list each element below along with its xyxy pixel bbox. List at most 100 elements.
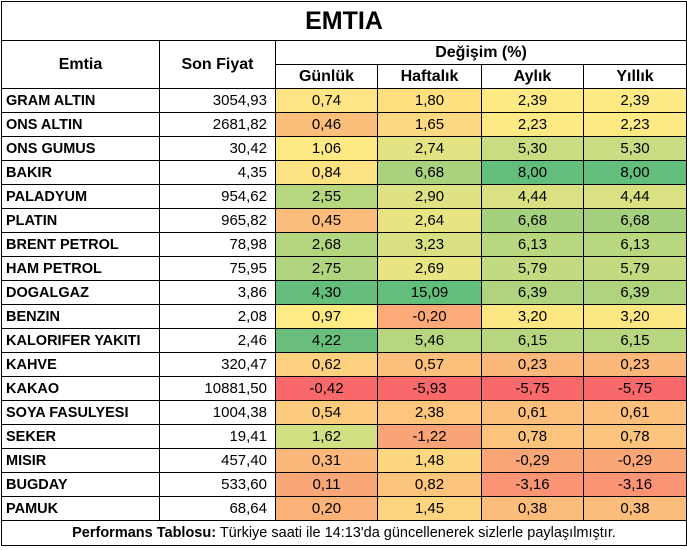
commodity-name: BENZIN (1, 304, 160, 329)
change-yillik: 3,20 (582, 304, 687, 329)
change-gunluk: 0,74 (275, 88, 378, 113)
change-yillik: 0,38 (582, 496, 687, 521)
change-haftalik: 2,74 (377, 136, 482, 161)
change-yillik: 2,39 (582, 88, 687, 113)
change-aylik: 6,68 (481, 208, 584, 233)
change-aylik: 5,30 (481, 136, 584, 161)
change-aylik: 2,23 (481, 112, 584, 137)
change-haftalik: -5,93 (377, 376, 482, 401)
change-haftalik: 15,09 (377, 280, 482, 305)
last-price: 2,46 (159, 328, 276, 353)
last-price: 320,47 (159, 352, 276, 377)
commodity-name: BAKIR (1, 160, 160, 185)
change-gunluk: 1,62 (275, 424, 378, 449)
table-row: KAHVE 320,47 0,62 0,57 0,23 0,23 (1, 352, 687, 377)
change-aylik: 5,79 (481, 256, 584, 281)
last-price: 2,08 (159, 304, 276, 329)
header-degisim: Değişim (%) (274, 40, 687, 65)
change-gunluk: 0,84 (275, 160, 378, 185)
header-son-fiyat: Son Fiyat (159, 40, 276, 89)
footer-note: Performans Tablosu: Türkiye saati ile 14… (0, 520, 687, 546)
table-row: MISIR 457,40 0,31 1,48 -0,29 -0,29 (1, 448, 687, 473)
change-haftalik: -1,22 (377, 424, 482, 449)
commodity-name: PALADYUM (1, 184, 160, 209)
change-gunluk: 0,97 (275, 304, 378, 329)
last-price: 78,98 (159, 232, 276, 257)
change-aylik: 0,78 (481, 424, 584, 449)
table-row: ONS ALTIN 2681,82 0,46 1,65 2,23 2,23 (1, 112, 687, 137)
last-price: 75,95 (159, 256, 276, 281)
change-yillik: 0,78 (582, 424, 687, 449)
change-gunluk: 2,55 (275, 184, 378, 209)
last-price: 2681,82 (159, 112, 276, 137)
table-row: ONS GUMUS 30,42 1,06 2,74 5,30 5,30 (1, 136, 687, 161)
header-yillik: Yıllık (582, 64, 687, 89)
change-aylik: 6,13 (481, 232, 584, 257)
change-aylik: 0,38 (481, 496, 584, 521)
change-yillik: -5,75 (582, 376, 687, 401)
table-row: BRENT PETROL 78,98 2,68 3,23 6,13 6,13 (1, 232, 687, 257)
change-aylik: 0,23 (481, 352, 584, 377)
change-yillik: 8,00 (582, 160, 687, 185)
change-haftalik: 0,57 (377, 352, 482, 377)
change-haftalik: -0,20 (377, 304, 482, 329)
change-aylik: -0,29 (481, 448, 584, 473)
commodity-name: KAKAO (1, 376, 160, 401)
commodity-name: BRENT PETROL (1, 232, 160, 257)
change-yillik: 5,79 (582, 256, 687, 281)
header-emtia: Emtia (1, 40, 160, 89)
change-gunluk: 0,54 (275, 400, 378, 425)
table-row: DOGALGAZ 3,86 4,30 15,09 6,39 6,39 (1, 280, 687, 305)
table-row: HAM PETROL 75,95 2,75 2,69 5,79 5,79 (1, 256, 687, 281)
change-gunluk: 2,68 (275, 232, 378, 257)
change-gunluk: 0,46 (275, 112, 378, 137)
table-title: EMTIA (0, 1, 687, 41)
change-aylik: 6,39 (481, 280, 584, 305)
commodity-name: PAMUK (1, 496, 160, 521)
commodity-name: PLATIN (1, 208, 160, 233)
change-gunluk: 1,06 (275, 136, 378, 161)
commodity-name: DOGALGAZ (1, 280, 160, 305)
table-row: BENZIN 2,08 0,97 -0,20 3,20 3,20 (1, 304, 687, 329)
change-yillik: 4,44 (582, 184, 687, 209)
header-gunluk: Günlük (275, 64, 378, 89)
change-haftalik: 0,82 (377, 472, 482, 497)
change-aylik: 8,00 (481, 160, 584, 185)
header-aylik: Aylık (481, 64, 584, 89)
table-row: GRAM ALTIN 3054,93 0,74 1,80 2,39 2,39 (1, 88, 687, 113)
commodity-name: SEKER (1, 424, 160, 449)
change-yillik: 6,13 (582, 232, 687, 257)
header-haftalik: Haftalık (377, 64, 482, 89)
table-row: KAKAO 10881,50 -0,42 -5,93 -5,75 -5,75 (1, 376, 687, 401)
table-row: BAKIR 4,35 0,84 6,68 8,00 8,00 (1, 160, 687, 185)
change-haftalik: 2,64 (377, 208, 482, 233)
table-row: PAMUK 68,64 0,20 1,45 0,38 0,38 (1, 496, 687, 521)
change-yillik: 0,61 (582, 400, 687, 425)
change-haftalik: 2,90 (377, 184, 482, 209)
change-haftalik: 5,46 (377, 328, 482, 353)
footer-label: Performans Tablosu: (72, 525, 217, 541)
change-aylik: -3,16 (481, 472, 584, 497)
change-yillik: -0,29 (582, 448, 687, 473)
last-price: 30,42 (159, 136, 276, 161)
table-row: SEKER 19,41 1,62 -1,22 0,78 0,78 (1, 424, 687, 449)
last-price: 4,35 (159, 160, 276, 185)
table-row: SOYA FASULYESI 1004,38 0,54 2,38 0,61 0,61 (1, 400, 687, 425)
commodity-name: SOYA FASULYESI (1, 400, 160, 425)
last-price: 68,64 (159, 496, 276, 521)
footer-text: Türkiye saati ile 14:13'da güncellenerek… (216, 525, 616, 541)
commodity-name: MISIR (1, 448, 160, 473)
change-haftalik: 1,80 (377, 88, 482, 113)
change-gunluk: 4,30 (275, 280, 378, 305)
last-price: 10881,50 (159, 376, 276, 401)
table-row: BUGDAY 533,60 0,11 0,82 -3,16 -3,16 (1, 472, 687, 497)
commodity-name: ONS GUMUS (1, 136, 160, 161)
last-price: 533,60 (159, 472, 276, 497)
table-row: PALADYUM 954,62 2,55 2,90 4,44 4,44 (1, 184, 687, 209)
table-row: KALORIFER YAKITI 2,46 4,22 5,46 6,15 6,15 (1, 328, 687, 353)
last-price: 3,86 (159, 280, 276, 305)
change-gunluk: 0,62 (275, 352, 378, 377)
last-price: 457,40 (159, 448, 276, 473)
